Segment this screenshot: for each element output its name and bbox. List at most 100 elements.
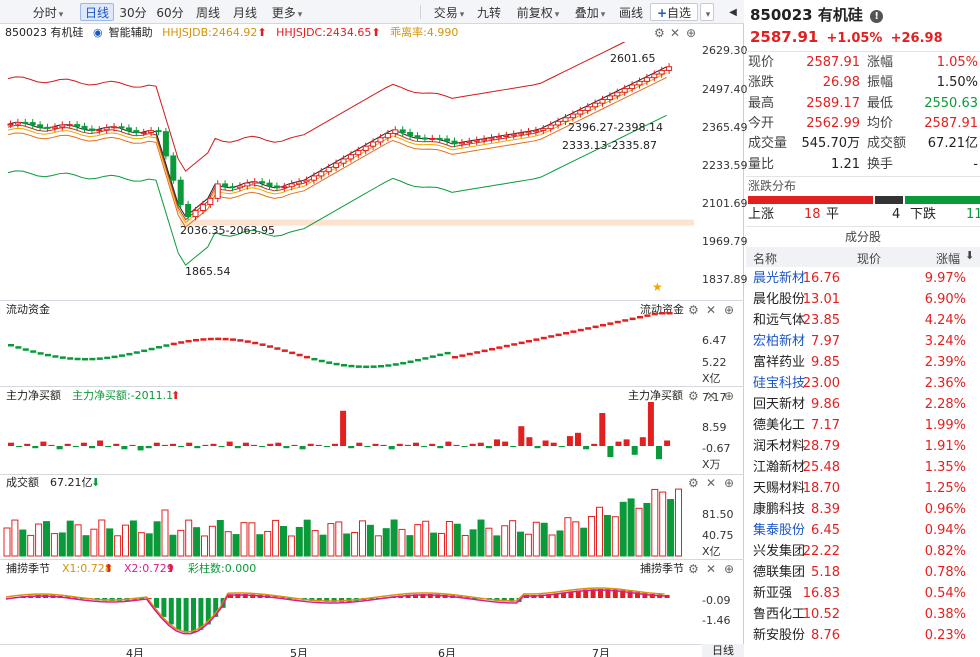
flow-segment	[207, 337, 214, 341]
more-menu[interactable]: 更多 ▾	[267, 3, 307, 21]
add-icon[interactable]: ⊕	[686, 26, 697, 40]
season-bar	[501, 598, 507, 602]
assist-toggle[interactable]: 智能辅助	[108, 26, 153, 39]
adjust-menu[interactable]: 前复权 ▾	[512, 3, 564, 21]
season-x1-line	[5, 587, 665, 633]
watchlist-add-button[interactable]: +自选	[650, 3, 698, 21]
flow-title-right: 流动资金	[640, 303, 684, 316]
close-icon[interactable]: ✕	[706, 389, 717, 403]
list-item[interactable]: 德美化工 7.17 1.99%	[746, 415, 980, 436]
list-item[interactable]: 硅宝科技 23.00 2.36%	[746, 373, 980, 394]
stock-name: 和远气体	[753, 313, 806, 328]
list-item[interactable]: 富祥药业 9.85 2.39%	[746, 352, 980, 373]
candle-body	[162, 131, 169, 157]
overlay-menu[interactable]: 叠加 ▾	[569, 3, 611, 21]
tab-30min[interactable]: 30分	[119, 6, 147, 20]
volume-bar	[185, 519, 193, 557]
net-bar	[445, 441, 452, 446]
tab-intraday[interactable]: 分时 ▾	[28, 3, 68, 21]
list-item[interactable]: 康鹏科技 8.39 0.96%	[746, 499, 980, 520]
flow-chart[interactable]	[0, 304, 700, 386]
add-icon[interactable]: ⊕	[724, 562, 735, 576]
close-icon[interactable]: ✕	[706, 303, 717, 317]
flow-segment	[170, 342, 177, 346]
header-price[interactable]: 现价	[857, 252, 882, 266]
volume-chart[interactable]	[0, 476, 700, 558]
field-label: 换手	[867, 156, 894, 172]
net-bar	[332, 443, 338, 446]
list-item[interactable]: 宏柏新材 7.97 3.24%	[746, 331, 980, 352]
add-icon[interactable]: ⊕	[724, 476, 735, 490]
candle-body	[584, 106, 591, 111]
candle-body	[288, 183, 295, 188]
tab-monthly[interactable]: 月线	[232, 6, 257, 20]
band-annotation: 2036.35-2063.95	[180, 224, 275, 237]
adjust-label: 前复权	[516, 6, 553, 20]
candle-body	[155, 130, 162, 133]
gear-icon[interactable]: ⚙	[688, 303, 699, 317]
list-item[interactable]: 鲁西化工 10.52 0.38%	[746, 604, 980, 625]
collapse-panel-button[interactable]: ◀	[726, 3, 740, 21]
net-bar	[485, 446, 492, 449]
close-icon[interactable]: ✕	[706, 562, 717, 576]
list-item[interactable]: 晨化股份 13.01 6.90%	[746, 289, 980, 310]
list-item[interactable]: 润禾材料 28.79 1.91%	[746, 436, 980, 457]
quote-price-line: 2587.91 +1.05% +26.98	[750, 28, 943, 46]
season-bar	[575, 590, 581, 598]
assist-icon[interactable]: ◉	[93, 26, 103, 39]
close-icon[interactable]: ✕	[706, 476, 717, 490]
draw-button[interactable]: 画线	[618, 6, 643, 20]
list-item[interactable]: 天赐材料 18.70 1.25%	[746, 478, 980, 499]
candle-body	[525, 131, 532, 134]
list-item[interactable]: 江瀚新材 25.48 1.35%	[746, 457, 980, 478]
header-pct[interactable]: 涨幅	[936, 252, 961, 266]
header-name[interactable]: 名称	[753, 252, 778, 266]
trade-menu[interactable]: 交易 ▾	[428, 3, 470, 21]
sort-desc-icon[interactable]: ⬇	[965, 249, 975, 262]
net-bar	[631, 446, 638, 455]
flow-segment	[318, 359, 325, 363]
list-item[interactable]: 兴发集团 22.22 0.82%	[746, 541, 980, 562]
candle-body	[148, 130, 155, 133]
volume-bar	[129, 520, 137, 557]
candle-body	[340, 158, 347, 164]
list-item[interactable]: 德联集团 5.18 0.78%	[746, 562, 980, 583]
flow-segment	[237, 339, 244, 342]
flow-tick: 6.47	[702, 334, 727, 347]
add-icon[interactable]: ⊕	[724, 303, 735, 317]
gear-icon[interactable]: ⚙	[688, 389, 699, 403]
season-bar	[154, 598, 159, 608]
gear-icon[interactable]: ⚙	[688, 562, 699, 576]
tab-60min[interactable]: 60分	[156, 6, 184, 20]
watchlist-dropdown-button[interactable]: ▾	[700, 3, 714, 21]
volume-unit: X亿	[702, 545, 721, 558]
list-item[interactable]: 新安股份 8.76 0.23%	[746, 625, 980, 646]
nine-turn-button[interactable]: 九转	[476, 6, 501, 20]
net-bar	[137, 446, 144, 451]
season-bar	[553, 593, 559, 598]
gear-icon[interactable]: ⚙	[688, 476, 699, 490]
net-bar	[566, 436, 573, 446]
info-icon[interactable]: !	[870, 10, 884, 23]
tab-weekly[interactable]: 周线	[195, 6, 220, 20]
volume-bar	[556, 530, 564, 557]
candle-body	[103, 127, 110, 131]
list-item[interactable]: 集泰股份 6.45 0.94%	[746, 520, 980, 541]
gear-icon[interactable]: ⚙	[654, 26, 665, 40]
volume-bar	[137, 532, 145, 557]
add-icon[interactable]: ⊕	[724, 389, 735, 403]
tab-daily[interactable]: 日线	[80, 3, 114, 21]
stock-pct: 1.99%	[924, 418, 966, 433]
net-buy-chart[interactable]	[0, 390, 700, 472]
candlestick-chart[interactable]	[0, 42, 700, 300]
list-item[interactable]: 晨光新材 16.76 9.97%	[746, 268, 980, 289]
band-line	[7, 42, 626, 172]
volume-tick: 40.75	[702, 529, 734, 542]
list-item[interactable]: 和远气体 23.85 4.24%	[746, 310, 980, 331]
list-item[interactable]: 回天新材 9.86 2.28%	[746, 394, 980, 415]
net-title: 主力净买额	[6, 389, 61, 402]
close-icon[interactable]: ✕	[670, 26, 681, 40]
stock-price: 13.01	[802, 292, 840, 307]
season-chart[interactable]	[0, 562, 700, 644]
list-item[interactable]: 新亚强 16.83 0.54%	[746, 583, 980, 604]
